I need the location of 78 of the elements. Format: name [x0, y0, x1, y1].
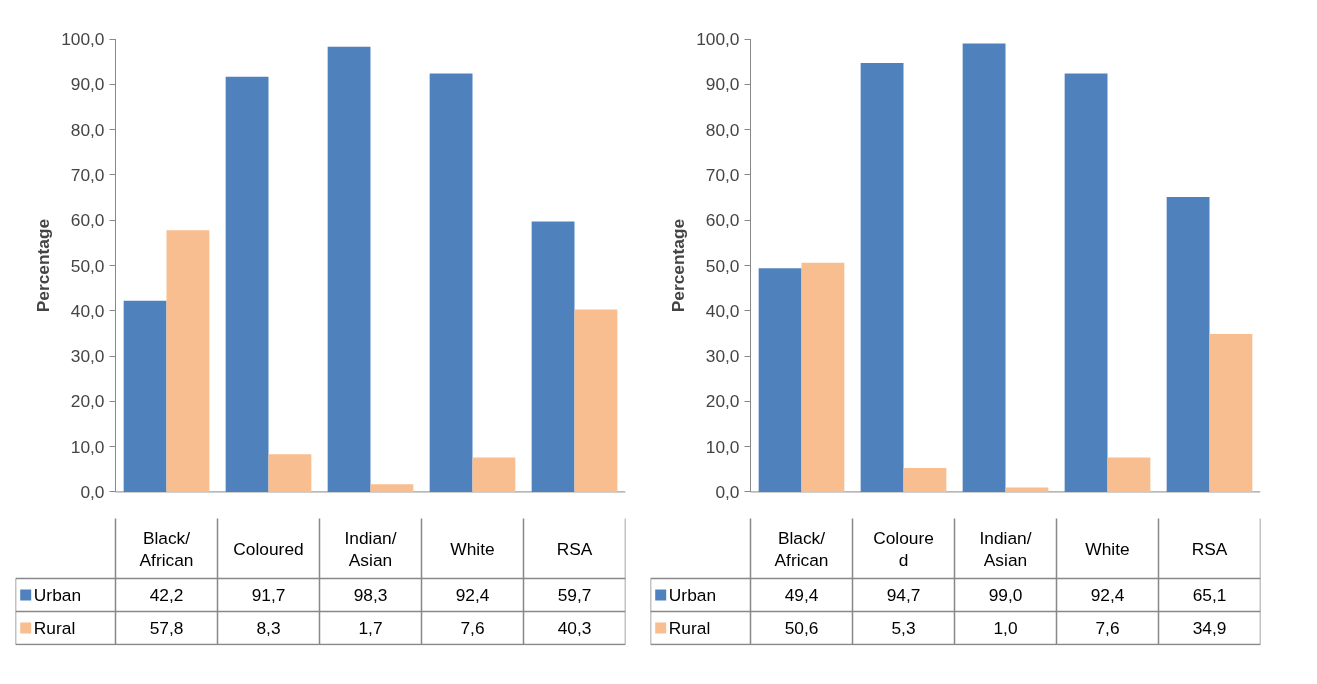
data-label: 40,3: [557, 618, 592, 638]
data-label: 7,6: [1095, 618, 1120, 638]
bar: [327, 46, 371, 492]
y-tick-label: 30,0: [705, 346, 740, 367]
y-tick-label: 30,0: [70, 346, 105, 367]
y-tick-label: 50,0: [705, 255, 740, 276]
y-tick-label: 90,0: [705, 74, 740, 95]
y-axis-title: Percentage: [668, 218, 689, 313]
y-tick-label: 80,0: [70, 119, 105, 140]
bar: [758, 268, 802, 492]
bar: [962, 43, 1006, 492]
x-tick-label: Black/ African: [139, 527, 194, 570]
y-tick-label: 90,0: [70, 74, 105, 95]
x-tick-label: Coloured: [233, 538, 304, 559]
bar: [429, 73, 473, 492]
bar: [370, 484, 414, 492]
y-tick-label: 40,0: [70, 300, 105, 321]
data-label: 1,7: [358, 618, 383, 638]
bar: [225, 76, 269, 492]
legend-label: Urban: [33, 585, 82, 605]
data-label: 92,4: [1090, 585, 1125, 605]
y-tick-label: 70,0: [705, 164, 740, 185]
y-tick-label: 0,0: [715, 481, 740, 502]
data-label: 50,6: [784, 618, 819, 638]
data-label: 5,3: [891, 618, 916, 638]
bar: [1005, 487, 1049, 492]
y-tick-label: 70,0: [70, 164, 105, 185]
y-tick-label: 60,0: [70, 210, 105, 231]
x-tick-label: RSA: [556, 538, 593, 559]
y-tick-label: 10,0: [70, 436, 105, 457]
data-label: 1,0: [993, 618, 1018, 638]
bar: [166, 230, 210, 492]
bar: [123, 300, 167, 492]
x-tick-label: Indian/ Asian: [979, 527, 1032, 570]
x-tick-label: RSA: [1191, 538, 1228, 559]
y-tick-label: 80,0: [705, 119, 740, 140]
legend-label: Rural: [33, 618, 76, 638]
x-tick-label: Indian/ Asian: [344, 527, 397, 570]
x-tick-label: Coloure d: [873, 527, 934, 570]
y-axis-title: Percentage: [33, 218, 54, 313]
x-tick-label: Black/ African: [774, 527, 829, 570]
legend-label: Urban: [668, 585, 717, 605]
y-tick-label: 60,0: [705, 210, 740, 231]
legend-label: Rural: [668, 618, 711, 638]
x-tick-label: White: [450, 538, 495, 559]
y-tick-label: 0,0: [80, 481, 105, 502]
data-label: 94,7: [886, 585, 921, 605]
bar: [860, 63, 904, 492]
data-label: 92,4: [455, 585, 490, 605]
y-tick-label: 20,0: [705, 391, 740, 412]
data-label: 91,7: [251, 585, 286, 605]
y-tick-label: 100,0: [696, 29, 740, 50]
data-label: 65,1: [1192, 585, 1227, 605]
bar: [268, 454, 312, 492]
bar: [574, 309, 618, 492]
data-label: 42,2: [149, 585, 184, 605]
data-label: 7,6: [460, 618, 485, 638]
data-label: 49,4: [784, 585, 819, 605]
bar: [903, 467, 947, 492]
bar: [472, 457, 516, 492]
data-label: 8,3: [256, 618, 281, 638]
y-tick-label: 100,0: [61, 29, 105, 50]
data-label: 34,9: [1192, 618, 1227, 638]
y-tick-label: 40,0: [705, 300, 740, 321]
data-label: 57,8: [149, 618, 184, 638]
bar: [1064, 73, 1108, 492]
data-label: 59,7: [557, 585, 592, 605]
x-tick-label: White: [1085, 538, 1130, 559]
data-label: 99,0: [988, 585, 1023, 605]
bar: [801, 262, 845, 492]
bar: [1107, 457, 1151, 492]
y-tick-label: 50,0: [70, 255, 105, 276]
data-label: 98,3: [353, 585, 388, 605]
bar: [1166, 197, 1210, 492]
y-tick-label: 10,0: [705, 436, 740, 457]
y-tick-label: 20,0: [70, 391, 105, 412]
bar: [1209, 333, 1253, 492]
bar: [531, 221, 575, 492]
